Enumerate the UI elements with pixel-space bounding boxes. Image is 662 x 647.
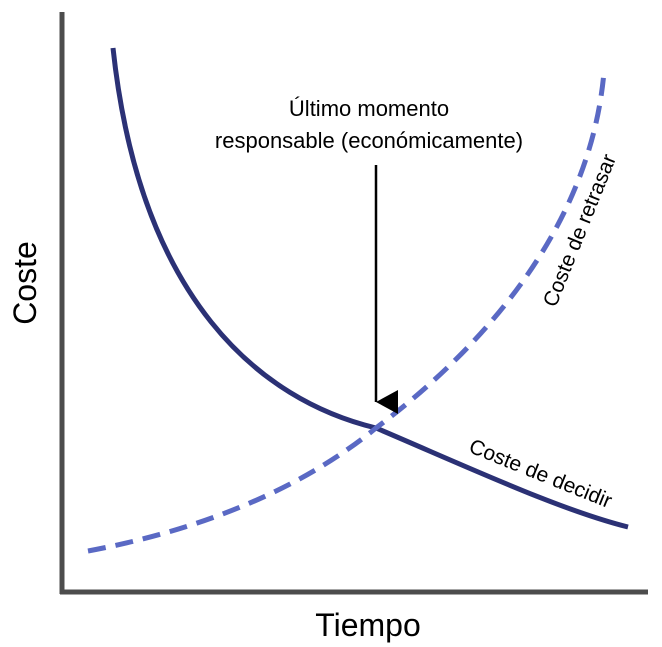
cost-of-delaying-curve bbox=[87, 71, 607, 554]
cost-of-deciding-curve bbox=[110, 47, 629, 530]
annotation-line-1: Último momento bbox=[289, 96, 449, 121]
x-axis-label: Tiempo bbox=[315, 607, 421, 643]
annotation-line-2: responsable (económicamente) bbox=[215, 128, 523, 153]
axes bbox=[59, 12, 648, 595]
y-axis-label: Coste bbox=[7, 241, 43, 325]
